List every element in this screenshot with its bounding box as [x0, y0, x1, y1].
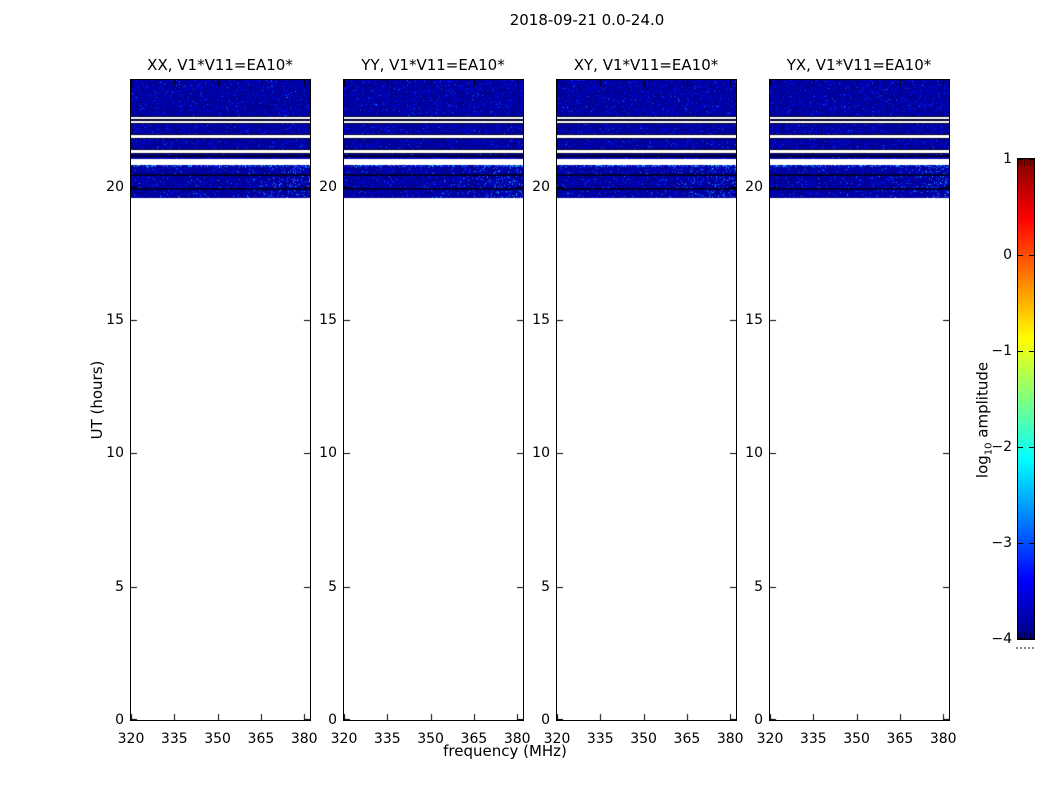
x-tick-label: 365: [247, 731, 275, 747]
colorbar-tick-mark: [1018, 638, 1023, 639]
x-tick-label: 320: [756, 731, 784, 747]
y-tick-label: 15: [319, 312, 337, 328]
colorbar-bottom-hatch: [1018, 632, 1034, 639]
x-tick-label: 320: [543, 731, 571, 747]
colorbar-tick-mark: [1029, 543, 1034, 544]
y-tick-label: 10: [319, 445, 337, 462]
colorbar-label-rest: amplitude: [973, 361, 992, 443]
y-tick-label: 5: [754, 578, 763, 595]
colorbar-label-log: log: [973, 455, 992, 479]
colorbar-tick-mark: [1018, 255, 1023, 256]
heatmap-panel-xx: [130, 79, 311, 721]
y-tick-label: 20: [106, 178, 124, 195]
panel-title-xx: XX, V1*V11=EA10*: [147, 56, 293, 74]
colorbar-under-dotted-line: [1016, 647, 1034, 649]
y-tick-label: 5: [541, 578, 550, 595]
x-tick-label: 365: [460, 731, 488, 747]
heatmap-canvas-yx: [770, 80, 949, 720]
colorbar-label: log10 amplitude: [974, 362, 995, 478]
panel-title-xy: XY, V1*V11=EA10*: [573, 56, 719, 74]
x-tick-label: 335: [799, 731, 827, 747]
heatmap-panel-xy: [556, 79, 737, 721]
y-tick-label: 10: [106, 445, 124, 462]
x-tick-label: 380: [929, 731, 957, 747]
colorbar-tick-mark: [1018, 159, 1023, 160]
x-axis-label: frequency (MHz): [443, 742, 567, 760]
y-tick-label: 0: [115, 712, 124, 728]
heatmap-canvas-xy: [557, 80, 736, 720]
y-tick-label: 10: [532, 445, 550, 462]
y-tick-label: 20: [319, 178, 337, 195]
x-tick-label: 380: [716, 731, 744, 747]
x-tick-label: 380: [290, 731, 318, 747]
colorbar-tick-mark: [1029, 638, 1034, 639]
figure-title: 2018-09-21 0.0-24.0: [509, 11, 665, 29]
x-tick-label: 350: [204, 731, 231, 747]
y-tick-label: 15: [532, 312, 550, 328]
y-tick-label: 15: [745, 312, 763, 328]
colorbar-tick-mark: [1029, 351, 1034, 352]
panel-title-yy: YY, V1*V11=EA10*: [361, 56, 505, 74]
x-tick-label: 365: [673, 731, 701, 747]
colorbar-tick-label: −3: [991, 535, 1012, 551]
x-tick-label: 335: [373, 731, 401, 747]
colorbar-tick-label: −1: [991, 343, 1012, 359]
x-tick-label: 350: [417, 731, 444, 747]
y-tick-label: 0: [541, 712, 550, 728]
colorbar-tick-mark: [1018, 543, 1023, 544]
x-tick-label: 350: [843, 731, 870, 747]
y-tick-label: 15: [106, 312, 124, 328]
colorbar-tick-mark: [1029, 255, 1034, 256]
colorbar-gradient: [1018, 159, 1034, 639]
colorbar-tick-label: 0: [1003, 247, 1012, 263]
heatmap-panel-yy: [343, 79, 524, 721]
y-tick-label: 20: [532, 178, 550, 195]
heatmap-canvas-yy: [344, 80, 523, 720]
x-tick-label: 335: [160, 731, 188, 747]
x-tick-label: 320: [117, 731, 145, 747]
colorbar-tick-label: −4: [991, 631, 1012, 647]
y-tick-label: 5: [328, 578, 337, 595]
colorbar-tick-mark: [1018, 447, 1023, 448]
heatmap-canvas-xx: [131, 80, 310, 720]
colorbar: [1017, 158, 1035, 640]
y-axis-label: UT (hours): [88, 360, 106, 440]
x-tick-label: 365: [886, 731, 914, 747]
y-tick-label: 5: [115, 578, 124, 595]
colorbar-tick-mark: [1018, 351, 1023, 352]
colorbar-tick-mark: [1029, 159, 1034, 160]
y-tick-label: 10: [745, 445, 763, 462]
panel-title-yx: YX, V1*V11=EA10*: [786, 56, 932, 74]
y-tick-label: 0: [328, 712, 337, 728]
y-tick-label: 20: [745, 178, 763, 195]
colorbar-tick-mark: [1029, 447, 1034, 448]
colorbar-top-hatch: [1018, 159, 1034, 166]
x-tick-label: 320: [330, 731, 358, 747]
x-tick-label: 380: [503, 731, 531, 747]
heatmap-panel-yx: [769, 79, 950, 721]
colorbar-tick-label: −2: [991, 439, 1012, 455]
y-tick-label: 0: [754, 712, 763, 728]
colorbar-tick-label: 1: [1003, 151, 1012, 167]
x-tick-label: 350: [630, 731, 657, 747]
x-tick-label: 335: [586, 731, 614, 747]
